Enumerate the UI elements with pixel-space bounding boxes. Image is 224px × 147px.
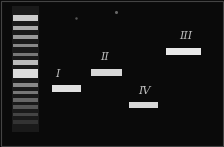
Bar	[13, 120, 38, 124]
Text: IV: IV	[138, 86, 151, 96]
Bar	[13, 60, 38, 65]
Bar	[129, 102, 158, 108]
Text: I: I	[55, 69, 59, 79]
Text: II: II	[100, 52, 109, 62]
Bar	[13, 98, 38, 102]
Bar	[13, 83, 38, 87]
Bar	[13, 44, 38, 47]
Bar	[52, 85, 81, 92]
Bar	[13, 26, 38, 30]
Bar	[13, 53, 38, 56]
Bar	[13, 15, 38, 21]
Bar	[13, 35, 38, 39]
Text: III: III	[179, 31, 192, 41]
Bar	[13, 106, 38, 109]
Bar	[12, 6, 39, 132]
Bar	[13, 69, 38, 78]
Bar	[166, 48, 201, 55]
Bar	[91, 69, 122, 76]
Bar	[13, 113, 38, 116]
Bar	[13, 91, 38, 95]
